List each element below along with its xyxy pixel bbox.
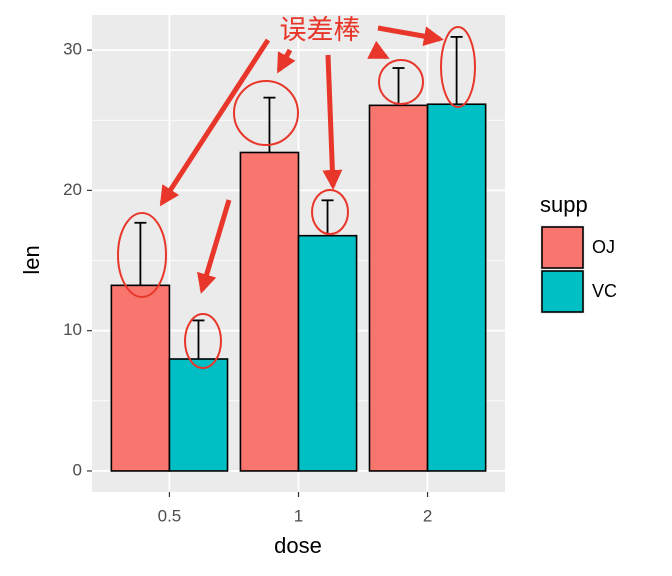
legend-key xyxy=(541,226,584,269)
error-bar xyxy=(450,35,463,105)
highlight-ellipse xyxy=(311,189,349,235)
bar xyxy=(168,358,229,472)
y-tick-label: 20 xyxy=(63,180,82,199)
highlight-ellipse xyxy=(440,26,476,108)
plot-layer xyxy=(92,15,505,492)
bar xyxy=(239,151,300,472)
bar xyxy=(368,104,429,472)
annotation-shapes xyxy=(117,25,476,369)
y-tick-label: 10 xyxy=(63,320,82,339)
legend: OJ VC xyxy=(540,225,617,314)
annotation-text: 误差棒 xyxy=(280,15,361,45)
arrow xyxy=(197,199,232,294)
arrow xyxy=(276,48,296,74)
highlight-ellipse xyxy=(117,212,167,298)
error-bar xyxy=(392,67,405,106)
error-bar xyxy=(134,221,147,286)
bar xyxy=(110,284,171,472)
error-bar xyxy=(263,96,276,153)
legend-title: supp xyxy=(540,192,588,217)
legend-label: VC xyxy=(592,281,617,301)
arrow xyxy=(367,40,390,60)
bar xyxy=(297,234,358,472)
y-tick-label: 30 xyxy=(63,40,82,59)
y-tick-label: 0 xyxy=(73,460,82,479)
arrow xyxy=(377,25,444,47)
x-tick-label: 2 xyxy=(423,506,432,525)
legend-label: OJ xyxy=(592,237,615,257)
x-axis-label: dose xyxy=(274,533,322,558)
legend-key xyxy=(541,270,584,313)
error-bar xyxy=(192,319,205,360)
arrow xyxy=(159,38,271,207)
bar xyxy=(426,103,487,472)
highlight-ellipse xyxy=(233,80,299,146)
highlight-ellipse xyxy=(378,59,424,105)
error-bar xyxy=(321,199,334,236)
x-tick-label: 0.5 xyxy=(158,506,182,525)
x-tick-label: 1 xyxy=(294,506,303,525)
arrow xyxy=(322,54,343,190)
y-axis-label: len xyxy=(19,245,44,274)
highlight-ellipse xyxy=(184,313,222,369)
